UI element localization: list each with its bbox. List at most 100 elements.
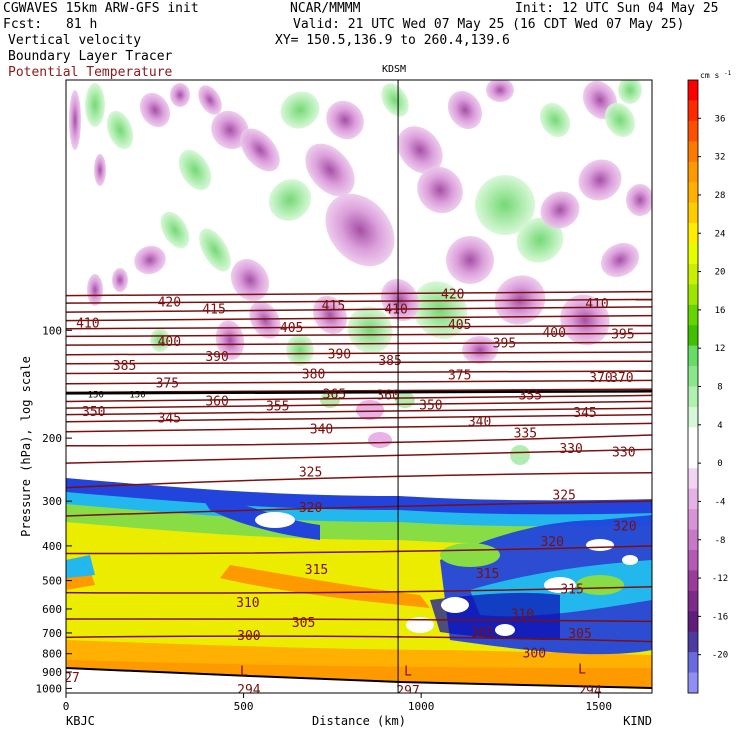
model-title: CGWAVES 15km ARW-GFS init bbox=[3, 1, 199, 16]
theta-label: 355 bbox=[519, 388, 542, 403]
theta-contour bbox=[66, 434, 652, 447]
theta-label: 345 bbox=[573, 406, 596, 421]
colorbar-segment bbox=[688, 468, 698, 490]
colorbar-segment bbox=[688, 304, 698, 326]
plot-frame bbox=[65, 79, 653, 694]
low-marker: L bbox=[578, 663, 586, 678]
y-tick-label: 800 bbox=[42, 648, 62, 661]
theta-contour bbox=[66, 635, 652, 643]
colorbar-tick-label: 8 bbox=[717, 383, 722, 393]
theta-contour bbox=[66, 332, 652, 338]
theta-label: 400 bbox=[158, 335, 181, 350]
theta-label: 294 bbox=[578, 684, 602, 699]
colorbar-segment bbox=[688, 549, 698, 571]
theta-label: 300 bbox=[237, 629, 260, 644]
valid-time: Valid: 21 UTC Wed 07 May 25 (16 CDT Wed … bbox=[293, 17, 685, 32]
colorbar-segment bbox=[688, 590, 698, 612]
colorbar-tick-label: 20 bbox=[715, 268, 726, 278]
colorbar-tick-label: -20 bbox=[712, 651, 728, 661]
theta-contour bbox=[66, 314, 652, 322]
y-tick-label: 700 bbox=[42, 627, 62, 640]
y-tick-label: 400 bbox=[42, 540, 62, 553]
colorbar-segment bbox=[688, 631, 698, 653]
colorbar-tick-label: 4 bbox=[717, 421, 722, 431]
colorbar-segment bbox=[688, 386, 698, 408]
x-tick-label: 0 bbox=[63, 700, 70, 713]
theta-contour bbox=[66, 351, 652, 356]
theta-contour bbox=[66, 413, 652, 423]
field-boundary-layer-tracer: Boundary Layer Tracer bbox=[8, 49, 173, 64]
theta-label: 380 bbox=[302, 367, 325, 382]
y-axis-label: Pressure (hPa), log scale bbox=[19, 356, 33, 537]
theta-label: 395 bbox=[493, 336, 516, 351]
colorbar-tick-label: 24 bbox=[715, 229, 726, 239]
colorbar-segment bbox=[688, 325, 698, 347]
theta-label: 385 bbox=[378, 354, 401, 369]
theta-label: 330 bbox=[612, 446, 635, 461]
low-marker: L bbox=[404, 664, 412, 679]
x-axis-label: Distance (km) bbox=[312, 714, 406, 728]
colorbar-segment bbox=[688, 672, 698, 694]
theta-label: 415 bbox=[322, 299, 345, 314]
theta-label: 420 bbox=[158, 295, 181, 310]
theta-contour bbox=[66, 379, 652, 385]
theta-contour bbox=[66, 400, 652, 409]
colorbar-segment bbox=[688, 161, 698, 183]
colorbar-segment bbox=[688, 529, 698, 551]
colorbar-tick-label: 12 bbox=[715, 344, 726, 354]
boundary-layer-tracer-field bbox=[66, 478, 652, 693]
org-label: NCAR/MMMM bbox=[290, 1, 361, 16]
theta-label: 385 bbox=[113, 359, 136, 374]
colorbar-segment bbox=[688, 447, 698, 469]
mid-station-label: KDSM bbox=[382, 64, 407, 75]
theta-label: 355 bbox=[266, 399, 289, 414]
theta-label: 315 bbox=[560, 582, 583, 597]
theta-contour bbox=[66, 298, 652, 304]
colorbar-tick-label: 32 bbox=[715, 153, 726, 163]
colorbar-segment bbox=[688, 509, 698, 531]
colorbar-tick-label: 16 bbox=[715, 306, 726, 316]
theta-label: 330 bbox=[559, 442, 582, 457]
cross-section-endpoints: XY= 150.5,136.9 to 260.4,139.6 bbox=[275, 33, 510, 48]
colorbar-tick-label: 28 bbox=[715, 191, 726, 201]
left-station-label: KBJC bbox=[66, 714, 95, 728]
forecast-label: Fcst: bbox=[3, 17, 43, 32]
colorbar: 36 32 28 24 20 16 12 8 4 0 -4 -8 -12 -16 -20 cm s -1 bbox=[687, 70, 732, 694]
theta-label: 320 bbox=[540, 535, 563, 550]
field-potential-temperature: Potential Temperature bbox=[8, 65, 173, 80]
colorbar-segment bbox=[688, 284, 698, 306]
colorbar-segment bbox=[688, 611, 698, 633]
colorbar-segment bbox=[688, 263, 698, 285]
x-tick-label: 1500 bbox=[585, 700, 612, 713]
colorbar-segment bbox=[688, 202, 698, 224]
theta-label: 360 bbox=[376, 388, 399, 403]
colorbar-unit: cm s bbox=[700, 71, 719, 80]
theta-label: 315 bbox=[305, 563, 328, 578]
colorbar-segment bbox=[688, 488, 698, 510]
theta-label: 400 bbox=[542, 326, 565, 341]
theta-label: 375 bbox=[448, 369, 471, 384]
theta-label: 294 bbox=[237, 683, 261, 698]
theta-label: 297 bbox=[396, 684, 419, 699]
theta-label: 350 bbox=[82, 405, 105, 420]
y-tick-label: 500 bbox=[42, 575, 62, 588]
colorbar-segment bbox=[688, 243, 698, 265]
theta-label: 365 bbox=[323, 387, 346, 402]
theta-label: 315 bbox=[476, 567, 499, 582]
theta-label: 320 bbox=[299, 501, 322, 516]
y-tick-label: 100 bbox=[42, 324, 62, 337]
theta-label: 305 bbox=[292, 616, 315, 631]
colorbar-segment bbox=[688, 182, 698, 204]
theta-contour bbox=[66, 422, 652, 433]
colorbar-tick-label: -4 bbox=[715, 497, 726, 507]
colorbar-tick-label: 36 bbox=[715, 114, 726, 124]
theta-label: 310 bbox=[236, 596, 259, 611]
colorbar-tick-label: -12 bbox=[712, 574, 728, 584]
theta-contour bbox=[66, 370, 652, 375]
colorbar-tick-label: 0 bbox=[717, 459, 722, 469]
y-tick-label: 200 bbox=[42, 432, 62, 445]
init-time: Init: 12 UTC Sun 04 May 25 bbox=[515, 1, 719, 16]
colorbar-segment bbox=[688, 570, 698, 592]
theta-contour bbox=[66, 585, 652, 594]
colorbar-segment bbox=[688, 141, 698, 163]
